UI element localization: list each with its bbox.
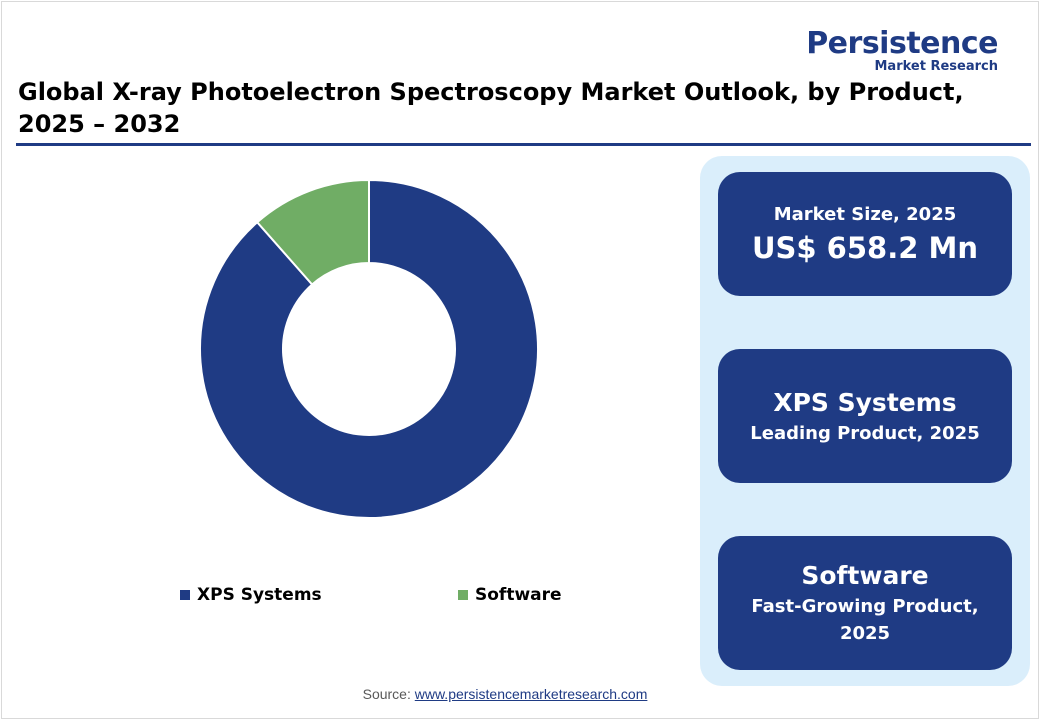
- legend-item-xps-systems: XPS Systems: [180, 585, 322, 605]
- source-prefix: Source:: [362, 686, 415, 702]
- logo-sub-text: Market Research: [874, 59, 999, 74]
- leading-product-caption: Leading Product, 2025: [750, 422, 980, 444]
- legend-label-software: Software: [475, 585, 562, 605]
- market-size-card: Market Size, 2025 US$ 658.2 Mn: [718, 172, 1012, 296]
- source-link[interactable]: www.persistencemarketresearch.com: [414, 686, 648, 702]
- donut-slice-xps-systems: [199, 178, 539, 519]
- market-size-value: US$ 658.2 Mn: [751, 230, 979, 265]
- logo-main-text: Persistence: [806, 26, 998, 61]
- fast-growing-caption-line1: Fast-Growing Product,: [751, 596, 979, 617]
- title-divider: [16, 143, 1031, 146]
- leading-product-card: XPS Systems Leading Product, 2025: [718, 349, 1012, 483]
- source-note: Source: www.persistencemarketresearch.co…: [0, 686, 1010, 702]
- chart-title-line1: Global X-ray Photoelectron Spectroscopy …: [18, 78, 964, 106]
- chart-title-line2: 2025 – 2032: [18, 110, 181, 138]
- legend-swatch-xps-systems: [180, 590, 190, 600]
- fast-growing-caption-line2: 2025: [839, 623, 891, 644]
- leading-product-name: XPS Systems: [773, 387, 957, 417]
- legend-swatch-software: [458, 590, 468, 600]
- donut-slice-software: [255, 178, 370, 286]
- fast-growing-product-name: Software: [801, 561, 929, 590]
- market-size-label: Market Size, 2025: [773, 203, 957, 225]
- legend-label-xps-systems: XPS Systems: [197, 585, 322, 605]
- donut-chart: [199, 178, 539, 519]
- legend-item-software: Software: [458, 585, 562, 605]
- fast-growing-product-card: Software Fast-Growing Product, 2025: [718, 536, 1012, 670]
- chart-title: Global X-ray Photoelectron Spectroscopy …: [18, 76, 978, 140]
- persistence-logo: Persistence Market Research: [806, 28, 998, 74]
